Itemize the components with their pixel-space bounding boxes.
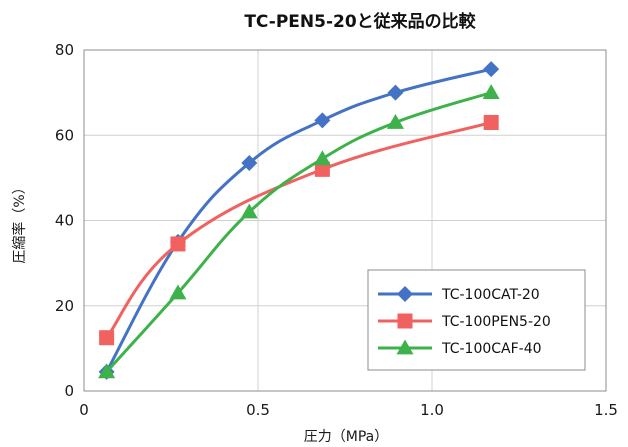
legend-item: TC-100CAT-20: [378, 286, 540, 303]
data-point: [482, 84, 500, 99]
legend-item: TC-100PEN5-20: [378, 313, 551, 330]
x-tick-label: 1.5: [594, 401, 618, 419]
y-tick-label: 60: [55, 126, 74, 144]
data-point: [170, 236, 186, 252]
legend-label: TC-100CAF-40: [441, 341, 542, 357]
data-point: [98, 363, 116, 379]
axis-ticks: 0 0.5 1.0 1.5 0 20 40 60 80: [55, 41, 618, 419]
data-point: [240, 203, 258, 219]
legend-label: TC-100PEN5-20: [441, 314, 551, 330]
data-point: [169, 284, 187, 300]
x-tick-label: 1.0: [420, 401, 444, 419]
data-point: [386, 113, 404, 129]
legend: TC-100CAT-20 TC-100PEN5-20 TC-100CAF-40: [367, 269, 586, 371]
y-tick-label: 0: [64, 382, 74, 400]
chart-title: TC-PEN5-20と従来品の比較: [244, 11, 476, 32]
legend-marker: [397, 286, 413, 302]
legend-item: TC-100CAF-40: [378, 339, 542, 357]
data-point: [241, 154, 258, 171]
data-point: [313, 150, 331, 166]
y-tick-label: 40: [55, 212, 74, 230]
x-tick-label: 0: [79, 401, 89, 419]
plot-area: [83, 49, 607, 392]
series-line: [105, 91, 492, 373]
legend-marker: [397, 313, 413, 329]
legend-label: TC-100CAT-20: [441, 287, 540, 303]
legend-marker: [396, 339, 414, 355]
x-tick-label: 0.5: [246, 401, 270, 419]
series-square: [99, 114, 499, 346]
data-point: [314, 112, 331, 129]
data-point: [314, 161, 330, 177]
y-axis-label: 圧縮率（%）: [11, 180, 28, 263]
data-point: [483, 61, 500, 78]
data-point: [387, 84, 404, 101]
series-triangle: [98, 84, 500, 379]
data-point: [483, 114, 499, 130]
data-point: [99, 330, 115, 346]
y-tick-label: 80: [55, 41, 74, 59]
y-tick-label: 20: [55, 297, 74, 315]
x-axis-label: 圧力（MPa）: [304, 429, 388, 445]
series-line: [105, 121, 492, 339]
series: [98, 61, 500, 380]
